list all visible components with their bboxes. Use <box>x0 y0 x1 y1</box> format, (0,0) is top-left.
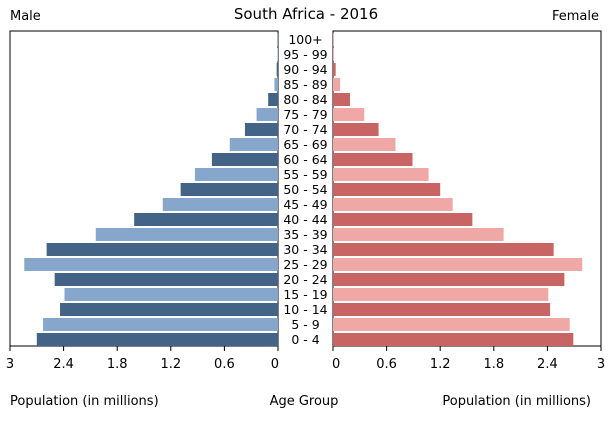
female-bar <box>333 183 441 196</box>
female-bar <box>333 153 413 166</box>
male-bar <box>134 213 278 226</box>
female-tick-label: 2.4 <box>537 357 558 372</box>
male-bar <box>268 93 278 106</box>
age-group-label: 40 - 44 <box>283 212 327 227</box>
age-group-label: 70 - 74 <box>283 122 327 137</box>
age-group-label: 100+ <box>288 32 322 47</box>
male-tick-label: 1.8 <box>107 357 128 372</box>
female-bar <box>333 288 549 301</box>
female-bar <box>333 33 334 46</box>
age-group-label: 5 - 9 <box>291 317 319 332</box>
male-bar <box>64 288 278 301</box>
male-bar <box>276 63 278 76</box>
female-bar <box>333 108 365 121</box>
female-label: Female <box>552 9 599 24</box>
female-bar <box>333 303 551 316</box>
age-group-label: 50 - 54 <box>283 182 327 197</box>
female-tick-label: 0.6 <box>376 357 397 372</box>
age-group-label: 75 - 79 <box>283 107 327 122</box>
female-bar <box>333 123 379 136</box>
male-bar <box>36 333 278 346</box>
age-group-label: 55 - 59 <box>283 167 327 182</box>
male-bar <box>54 273 278 286</box>
female-bar <box>333 333 574 346</box>
male-bar <box>277 48 278 61</box>
age-group-label: 10 - 14 <box>283 302 327 317</box>
male-bars <box>24 33 279 346</box>
female-bar <box>333 213 473 226</box>
female-bar <box>333 78 341 91</box>
age-group-label: 80 - 84 <box>283 92 327 107</box>
male-bar <box>162 198 278 211</box>
age-group-label: 85 - 89 <box>283 77 327 92</box>
male-tick-label: 0.6 <box>214 357 235 372</box>
female-tick-label: 3 <box>597 357 605 372</box>
age-group-label: 25 - 29 <box>283 257 327 272</box>
male-axis-ticks: 0 0.6 1.2 1.8 2.4 3 <box>6 346 279 372</box>
male-bar <box>180 183 278 196</box>
female-bar <box>333 318 570 331</box>
female-bar <box>333 198 453 211</box>
male-bar <box>244 123 278 136</box>
age-group-label: 60 - 64 <box>283 152 327 167</box>
male-bar <box>24 258 278 271</box>
age-group-label: 20 - 24 <box>283 272 327 287</box>
female-bar <box>333 243 554 256</box>
age-group-label: 65 - 69 <box>283 137 327 152</box>
female-bar <box>333 63 336 76</box>
male-bar <box>277 33 278 46</box>
female-bar <box>333 168 429 181</box>
male-bar <box>95 228 278 241</box>
age-group-label: 90 - 94 <box>283 62 327 77</box>
male-tick-label: 3 <box>6 357 14 372</box>
age-group-label: 35 - 39 <box>283 227 327 242</box>
age-axis-label: Age Group <box>270 394 339 409</box>
male-bar <box>211 153 278 166</box>
age-group-label: 95 - 99 <box>283 47 327 62</box>
age-group-label: 30 - 34 <box>283 242 327 257</box>
female-bar <box>333 93 350 106</box>
age-group-label: 15 - 19 <box>283 287 327 302</box>
male-bar <box>229 138 278 151</box>
female-bar <box>333 228 504 241</box>
male-axis-label: Population (in millions) <box>10 394 159 409</box>
female-bars <box>333 33 583 346</box>
female-bar <box>333 138 396 151</box>
female-bar <box>333 258 583 271</box>
female-tick-label: 1.2 <box>430 357 451 372</box>
female-axis-label: Population (in millions) <box>442 394 591 409</box>
male-tick-label: 2.4 <box>53 357 74 372</box>
age-group-label: 45 - 49 <box>283 197 327 212</box>
male-bar <box>46 243 279 256</box>
male-label: Male <box>10 9 41 24</box>
male-tick-label: 0 <box>271 357 279 372</box>
chart-title: South Africa - 2016 <box>234 5 378 23</box>
female-bar <box>333 48 334 61</box>
male-bar <box>274 78 278 91</box>
male-bar <box>256 108 278 121</box>
female-bar <box>333 273 565 286</box>
female-tick-label: 1.8 <box>483 357 504 372</box>
male-bar <box>194 168 278 181</box>
female-tick-label: 0 <box>332 357 340 372</box>
female-axis-ticks: 0 0.6 1.2 1.8 2.4 3 <box>332 346 605 372</box>
age-group-label: 0 - 4 <box>291 332 319 347</box>
male-bar <box>60 303 278 316</box>
male-bar <box>43 318 279 331</box>
male-tick-label: 1.2 <box>160 357 181 372</box>
